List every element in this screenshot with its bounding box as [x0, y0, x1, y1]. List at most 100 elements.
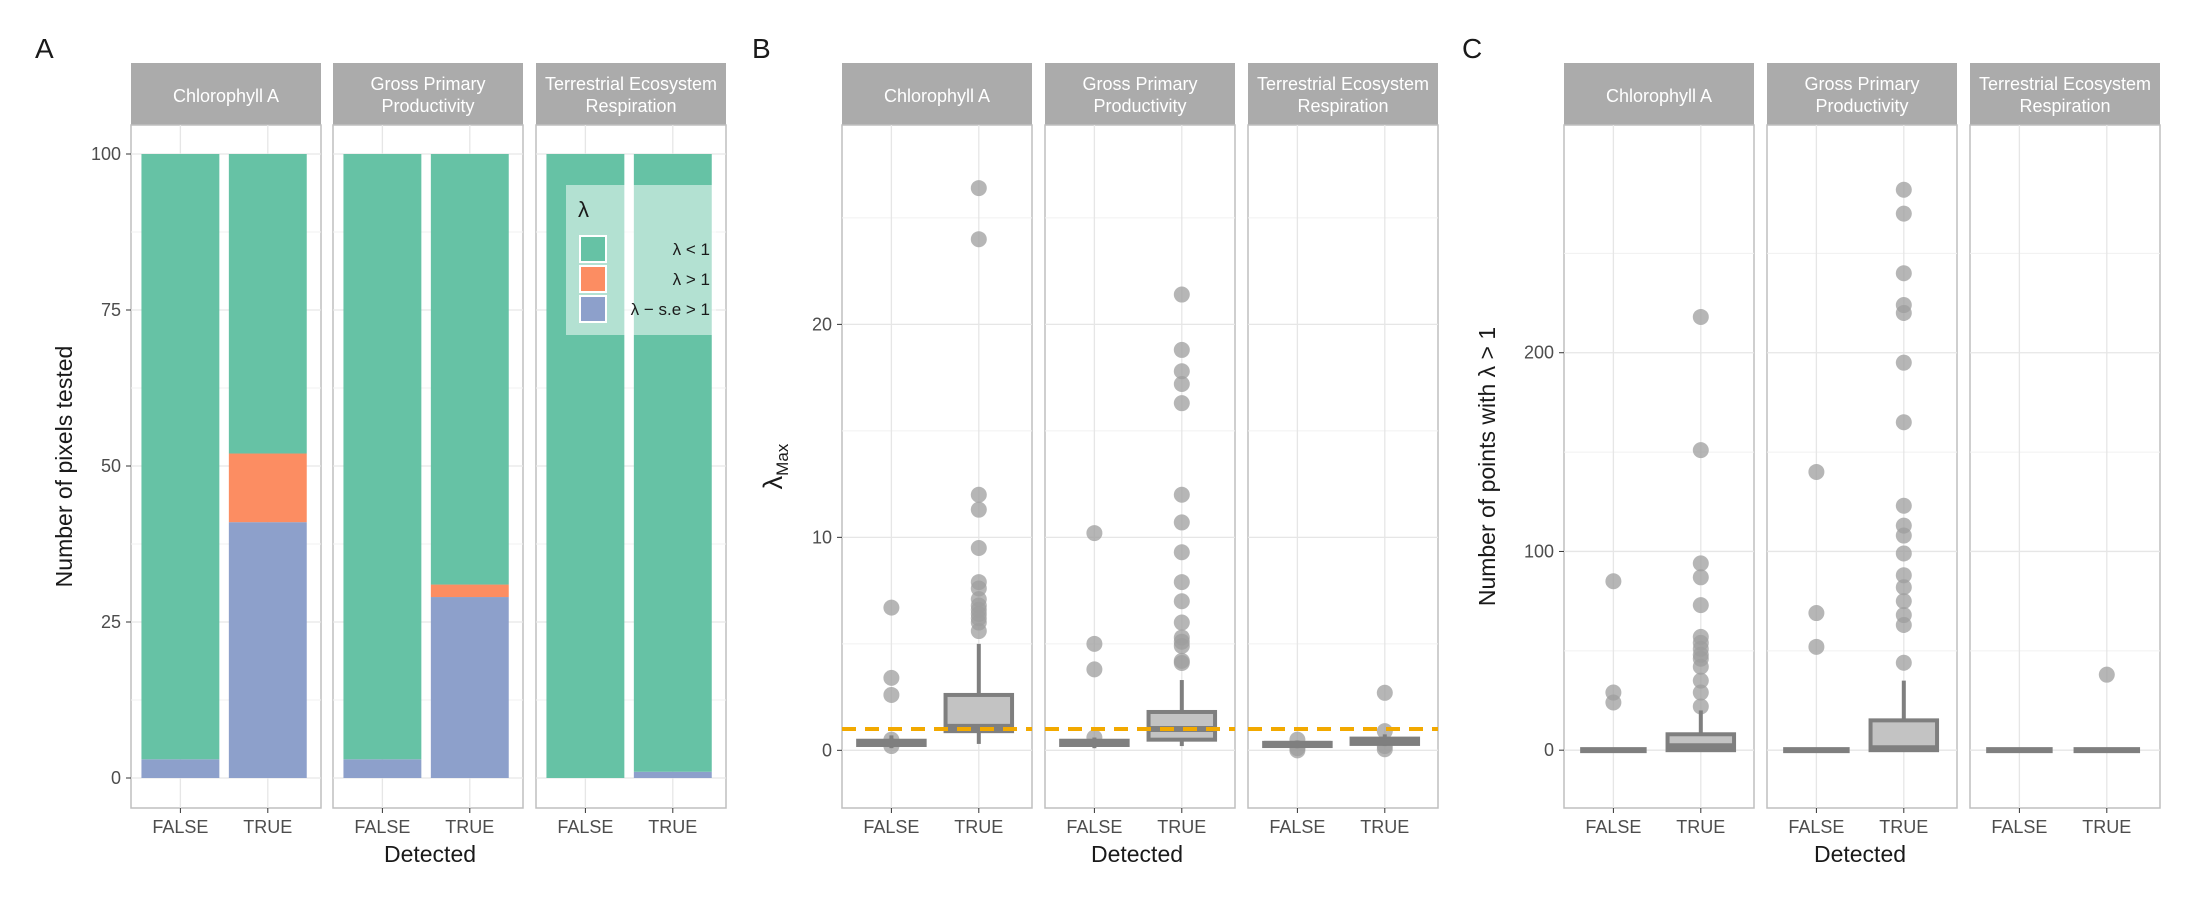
legend: λ λ < 1 λ > 1 λ − s.e > 1: [566, 185, 716, 335]
outlier-point: [1895, 593, 1912, 610]
x-axis-title: Detected: [1814, 841, 1906, 867]
y-tick-label: 10: [812, 527, 832, 547]
outlier-point: [1173, 363, 1190, 380]
outlier-point: [1895, 265, 1912, 282]
y-tick-label: 100: [1524, 541, 1554, 561]
outlier-point: [1895, 354, 1912, 371]
panel-label: B: [752, 33, 771, 64]
facet-strip-label: Gross Primary: [1082, 74, 1197, 94]
facet-strip: [1970, 63, 2160, 125]
y-axis-title-main: λ: [758, 475, 788, 489]
bar-segment: [141, 154, 220, 760]
x-tick-label: TRUE: [1676, 817, 1725, 837]
outlier-point: [1173, 286, 1190, 303]
outlier-point: [970, 486, 987, 503]
facet: Chlorophyll A FALSE TRUE: [1563, 63, 1755, 837]
box-body: [1146, 709, 1218, 742]
bar-segment: [343, 759, 422, 778]
facet-strip-label: Gross Primary: [1804, 74, 1919, 94]
outlier-point: [1895, 304, 1912, 321]
facet-strip: [1767, 63, 1957, 125]
facet-panel: [1766, 124, 1958, 809]
y-tick-label: 50: [101, 456, 121, 476]
outlier-point: [1173, 376, 1190, 393]
outlier-point: [970, 539, 987, 556]
legend-title: λ: [578, 197, 589, 222]
x-tick-label: TRUE: [2082, 817, 2131, 837]
x-axis-title: Detected: [1091, 841, 1183, 867]
bar-segment: [430, 584, 509, 598]
x-tick-label: FALSE: [1991, 817, 2047, 837]
bar-segment: [228, 154, 307, 454]
outlier-point: [1692, 672, 1709, 689]
bar-segment: [633, 771, 712, 778]
outlier-point: [1086, 661, 1103, 678]
outlier-point: [1173, 614, 1190, 631]
outlier-point: [1173, 544, 1190, 561]
bar-segment: [228, 453, 307, 523]
y-tick-label: 25: [101, 612, 121, 632]
outlier-point: [1692, 555, 1709, 572]
x-tick-label: FALSE: [557, 817, 613, 837]
outlier-point: [1173, 395, 1190, 412]
x-axis-title: Detected: [384, 841, 476, 867]
outlier-point: [883, 599, 900, 616]
outlier-point: [1895, 579, 1912, 596]
outlier-point: [1173, 593, 1190, 610]
outlier-point: [1895, 567, 1912, 584]
facet-strip: [536, 63, 726, 125]
facet-strip-label: Respiration: [585, 96, 676, 116]
facet-strip-label: Terrestrial Ecosystem: [545, 74, 717, 94]
facet-strip-label: Terrestrial Ecosystem: [1257, 74, 1429, 94]
x-tick-label: FALSE: [863, 817, 919, 837]
legend-label: λ > 1: [673, 270, 710, 289]
facet-strip: [1045, 63, 1235, 125]
legend-swatch: [579, 265, 607, 293]
outlier-point: [1173, 654, 1190, 671]
x-tick-label: FALSE: [354, 817, 410, 837]
y-tick-label: 0: [111, 768, 121, 788]
y-tick-label: 0: [822, 740, 832, 760]
facet-strip-label: Respiration: [1297, 96, 1388, 116]
outlier-point: [1895, 545, 1912, 562]
outlier-point: [1895, 205, 1912, 222]
x-tick-label: FALSE: [1066, 817, 1122, 837]
y-tick-label: 0: [1544, 740, 1554, 760]
y-axis-title: Number of pixels tested: [51, 346, 77, 588]
outlier-point: [1895, 616, 1912, 633]
facet-panel: [1969, 124, 2161, 809]
outlier-point: [1086, 525, 1103, 542]
outlier-point: [970, 501, 987, 518]
facet-strip-label: Gross Primary: [370, 74, 485, 94]
outlier-point: [1895, 181, 1912, 198]
outlier-point: [1173, 514, 1190, 531]
outlier-point: [1173, 341, 1190, 358]
x-tick-label: FALSE: [1788, 817, 1844, 837]
bar-segment: [343, 154, 422, 760]
legend-label: λ − s.e > 1: [631, 300, 710, 319]
outlier-point: [2098, 666, 2115, 683]
legend-swatch: [579, 235, 607, 263]
facet-strip: [842, 63, 1032, 125]
outlier-point: [883, 669, 900, 686]
outlier-point: [1173, 486, 1190, 503]
x-tick-label: TRUE: [1157, 817, 1206, 837]
x-tick-label: TRUE: [243, 817, 292, 837]
facet-strip-label: Respiration: [2019, 96, 2110, 116]
facet-strip-label: Productivity: [1093, 96, 1186, 116]
facet-strip: [333, 63, 523, 125]
outlier-point: [1895, 414, 1912, 431]
facet-strip-label: Terrestrial Ecosystem: [1979, 74, 2151, 94]
facet-strip: [131, 63, 321, 125]
x-tick-label: TRUE: [954, 817, 1003, 837]
facet-panel: [1044, 124, 1236, 809]
y-axis-title-subscript: Max: [773, 443, 792, 476]
